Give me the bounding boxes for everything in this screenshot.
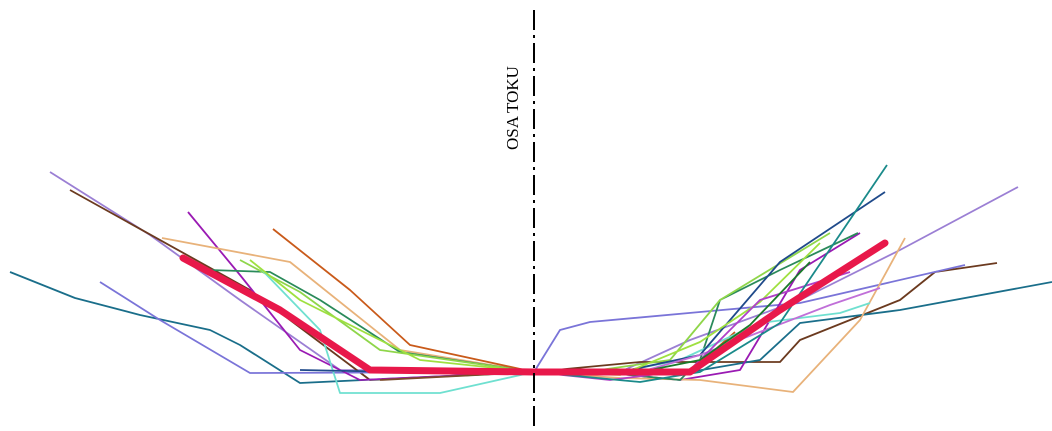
profile-line (10, 272, 1052, 383)
profile-line (188, 212, 860, 380)
axis-label: OSA TOKU (503, 66, 522, 150)
profile-lines (10, 165, 1052, 393)
